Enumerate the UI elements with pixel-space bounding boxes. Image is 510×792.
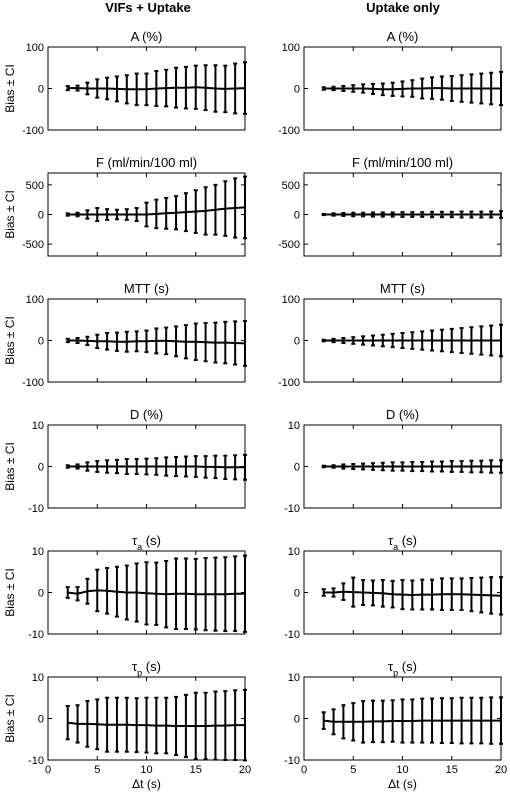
panel-title: F (ml/min/100 ml)	[352, 155, 453, 170]
panel-title: MTT (s)	[380, 281, 425, 296]
x-tick-label: 15	[190, 764, 202, 776]
y-tick-label: -10	[284, 503, 300, 515]
y-axis-label: Bias ± CI	[3, 190, 17, 239]
y-tick-label: 100	[282, 42, 300, 54]
panel-title: τp (s)	[132, 659, 161, 678]
y-tick-label: 0	[38, 336, 44, 348]
y-tick-label: 10	[32, 420, 44, 432]
y-tick-label: -100	[278, 377, 300, 389]
y-axis-label: Bias ± CI	[3, 64, 17, 113]
y-tick-label: 0	[38, 588, 44, 600]
mean-line	[323, 719, 501, 723]
y-tick-label: 0	[38, 84, 44, 96]
mean-line	[67, 721, 245, 727]
y-tick-label: -10	[28, 755, 44, 767]
y-tick-label: 10	[32, 672, 44, 684]
y-tick-label: 0	[294, 336, 300, 348]
mean-line	[67, 589, 245, 596]
y-tick-label: 100	[282, 294, 300, 306]
panel-title: D (%)	[130, 407, 163, 422]
y-axis-label: Bias ± CI	[3, 442, 17, 491]
mean-line	[67, 465, 245, 469]
mean-line	[323, 87, 501, 91]
y-tick-label: -100	[22, 125, 44, 137]
y-axis-label: Bias ± CI	[3, 316, 17, 365]
x-tick-label: 5	[350, 764, 356, 776]
y-tick-label: 0	[294, 588, 300, 600]
panel-title: τa (s)	[388, 533, 417, 552]
y-tick-label: -500	[22, 239, 44, 251]
panel-8: D (%) -10 0 10	[284, 407, 503, 515]
y-axis-label: Bias ± CI	[3, 568, 17, 617]
panel-3: F (ml/min/100 ml) -500 0 500 Bias ± CI	[3, 155, 247, 257]
panel-title: τp (s)	[388, 659, 417, 678]
y-tick-label: 100	[26, 294, 44, 306]
y-tick-label: 0	[38, 714, 44, 726]
y-tick-label: 0	[294, 84, 300, 96]
column-title-right: Uptake only	[366, 0, 440, 15]
mean-line	[67, 86, 246, 91]
y-tick-label: -10	[284, 629, 300, 641]
panel-9: τa (s) -10 0 10 Bias ± CI	[3, 533, 247, 641]
y-tick-label: 0	[38, 462, 44, 474]
panel-title: F (ml/min/100 ml)	[96, 155, 197, 170]
y-tick-label: -10	[284, 755, 300, 767]
panel-title: A (%)	[387, 29, 419, 44]
y-tick-label: 500	[26, 180, 44, 192]
y-tick-label: -100	[278, 125, 300, 137]
y-tick-label: -100	[22, 377, 44, 389]
y-tick-label: 10	[32, 546, 44, 558]
y-tick-label: 500	[282, 180, 300, 192]
panel-1: A (%) -100 0 100 Bias ± CI	[3, 29, 247, 137]
x-tick-label: 20	[239, 764, 251, 776]
y-tick-label: 10	[288, 672, 300, 684]
x-tick-label: 15	[446, 764, 458, 776]
panel-10: τa (s) -10 0 10	[284, 533, 503, 641]
y-tick-label: 10	[288, 546, 300, 558]
panel-5: MTT (s) -100 0 100 Bias ± CI	[3, 281, 247, 389]
x-tick-label: 20	[495, 764, 507, 776]
x-tick-label: 5	[94, 764, 100, 776]
panel-6: MTT (s) -100 0 100	[278, 281, 503, 389]
x-tick-label: 0	[45, 764, 51, 776]
panel-title: D (%)	[386, 407, 419, 422]
panel-7: D (%) -10 0 10 Bias ± CI	[3, 407, 247, 515]
y-tick-label: 0	[294, 462, 300, 474]
mean-line	[67, 339, 246, 345]
x-axis-label: Δt (s)	[388, 777, 417, 791]
y-tick-label: 0	[294, 714, 300, 726]
mean-line	[67, 206, 246, 216]
panel-2: A (%) -100 0 100	[278, 29, 503, 137]
panel-title: MTT (s)	[124, 281, 169, 296]
y-tick-label: 0	[294, 210, 300, 222]
panel-title: A (%)	[131, 29, 163, 44]
column-title-left: VIFs + Uptake	[105, 0, 191, 15]
y-tick-label: 0	[38, 210, 44, 222]
x-tick-label: 10	[140, 764, 152, 776]
panel-title: τa (s)	[132, 533, 161, 552]
y-axis-label: Bias ± CI	[3, 694, 17, 743]
x-tick-label: 10	[396, 764, 408, 776]
y-tick-label: 10	[288, 420, 300, 432]
x-tick-label: 0	[301, 764, 307, 776]
mean-line	[323, 590, 502, 597]
y-tick-label: -500	[278, 239, 300, 251]
panel-4: F (ml/min/100 ml) -500 0 500	[278, 155, 503, 257]
y-tick-label: -10	[28, 503, 44, 515]
y-tick-label: 100	[26, 42, 44, 54]
x-axis-label: Δt (s)	[132, 777, 161, 791]
y-tick-label: -10	[28, 629, 44, 641]
